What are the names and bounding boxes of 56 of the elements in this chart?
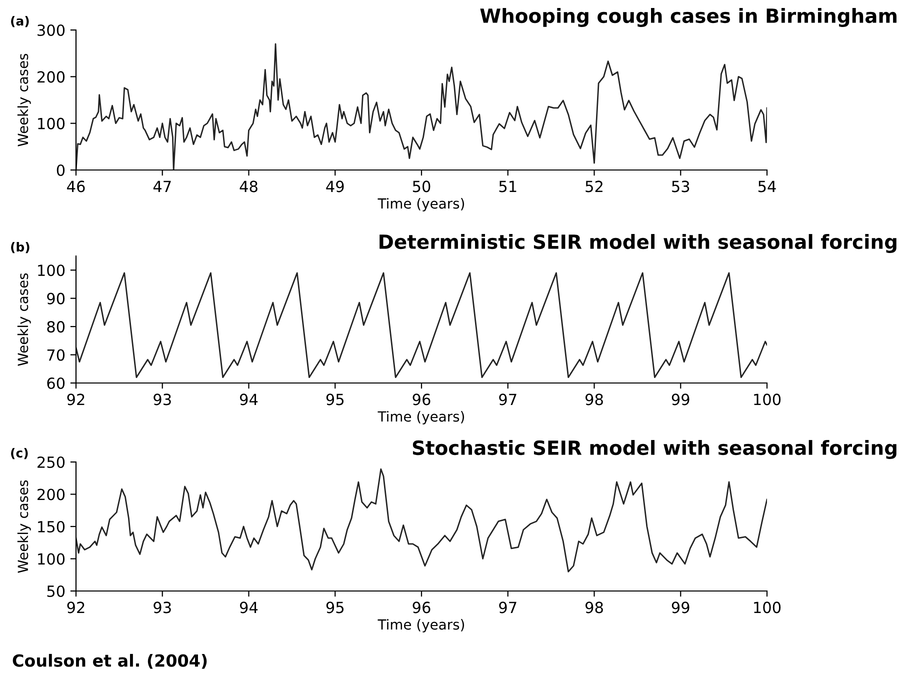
y-tick-label: 250 (38, 456, 65, 468)
x-tick-label: 92 (67, 602, 84, 614)
x-tick-label: 93 (154, 602, 171, 614)
x-tick-label: 97 (499, 394, 516, 406)
x-tick-label: 97 (499, 602, 516, 614)
x-tick-label: 94 (240, 602, 258, 614)
x-tick-label: 47 (153, 180, 171, 192)
x-tick-label: 53 (672, 180, 690, 192)
y-tick-label: 50 (47, 585, 65, 598)
chart-title: Stochastic SEIR model with seasonal forcing (412, 440, 896, 459)
x-tick-label: 93 (154, 394, 171, 406)
x-tick-label: 98 (585, 602, 603, 614)
x-tick-label: 99 (672, 394, 690, 406)
x-tick-label: 51 (499, 180, 516, 192)
y-tick-label: 300 (38, 24, 65, 36)
line-series (76, 468, 767, 572)
y-tick-label: 0 (56, 164, 65, 176)
y-tick-label: 60 (47, 377, 65, 390)
y-tick-label: 80 (47, 321, 65, 333)
y-tick-label: 200 (38, 71, 65, 83)
x-axis-title: Time (years) (378, 618, 464, 632)
text: (c) (11, 448, 28, 460)
line-series (76, 272, 767, 378)
y-tick-label: 100 (38, 553, 65, 565)
x-tick-label: 95 (326, 602, 344, 614)
x-tick-label: 99 (672, 602, 690, 614)
y-axis-title: Weekly cases (17, 273, 31, 366)
x-tick-label: 48 (240, 180, 258, 192)
chart-title: Deterministic SEIR model with seasonal forcing (380, 234, 896, 253)
text: Coulson et al. (2004) (12, 654, 207, 669)
x-tick-label: 96 (412, 394, 430, 406)
y-tick-label: 70 (47, 349, 65, 361)
x-tick-label: 92 (67, 394, 84, 406)
y-tick-label: 200 (38, 488, 65, 500)
x-tick-label: 95 (326, 394, 344, 406)
x-tick-label: 96 (412, 602, 430, 614)
x-tick-label: 100 (754, 394, 781, 406)
text: (b) (11, 242, 30, 254)
x-tick-label: 50 (412, 180, 430, 192)
chart-title: Whooping cough cases in Birmingham (480, 8, 896, 27)
y-tick-label: 90 (47, 292, 65, 304)
x-axis-title: Time (years) (378, 410, 464, 424)
x-tick-label: 49 (326, 180, 344, 192)
x-tick-label: 52 (586, 180, 602, 192)
x-axis-title: Time (years) (378, 198, 464, 212)
y-tick-label: 100 (38, 264, 65, 276)
y-axis-title: Weekly cases (17, 480, 31, 573)
x-tick-label: 98 (585, 394, 603, 406)
y-axis-title: Weekly cases (17, 54, 31, 146)
x-tick-label: 94 (240, 394, 258, 406)
x-tick-label: 54 (758, 180, 776, 192)
x-tick-label: 100 (754, 602, 781, 614)
y-tick-label: 100 (38, 118, 65, 130)
x-tick-label: 46 (67, 180, 85, 192)
text: (a) (11, 16, 29, 28)
y-tick-label: 150 (38, 520, 65, 533)
